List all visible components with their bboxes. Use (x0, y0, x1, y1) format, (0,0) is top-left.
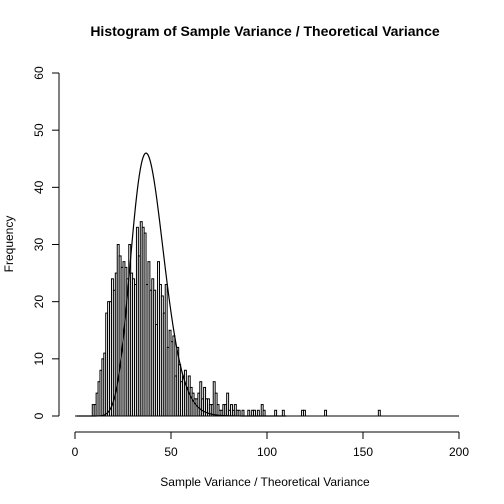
y-tick-label: 40 (32, 180, 46, 194)
x-tick-label: 50 (164, 445, 178, 459)
histogram-bar (274, 409, 278, 417)
x-tick-label: 0 (72, 445, 79, 459)
y-tick-label: 10 (32, 352, 46, 366)
y-axis: 0 10 20 30 40 50 60 (32, 66, 60, 419)
chart-title: Histogram of Sample Variance / Theoretic… (90, 23, 440, 39)
histogram-bars (75, 221, 459, 417)
x-tick-label: 200 (449, 445, 469, 459)
histogram-bar (281, 409, 285, 417)
y-tick-label: 0 (32, 412, 46, 419)
histogram-bar (256, 409, 260, 417)
histogram-bar (302, 409, 306, 417)
histogram-bar (377, 409, 381, 417)
x-tick-label: 150 (353, 445, 373, 459)
histogram-bar (262, 409, 266, 417)
density-curve (76, 152, 287, 417)
y-tick-label: 50 (32, 123, 46, 137)
y-tick-label: 60 (32, 66, 46, 80)
y-tick-label: 30 (32, 238, 46, 252)
histogram-bar (241, 409, 245, 417)
x-axis: 0 50 100 150 200 (72, 431, 469, 459)
histogram-bar (253, 409, 256, 417)
x-tick-label: 100 (257, 445, 277, 459)
x-axis-label: Sample Variance / Theoretical Variance (160, 475, 370, 489)
histogram-bar (237, 409, 241, 417)
histogram-bar (247, 409, 251, 417)
y-tick-label: 20 (32, 295, 46, 309)
histogram-bar (324, 409, 328, 417)
y-axis-label: Frequency (2, 216, 16, 273)
